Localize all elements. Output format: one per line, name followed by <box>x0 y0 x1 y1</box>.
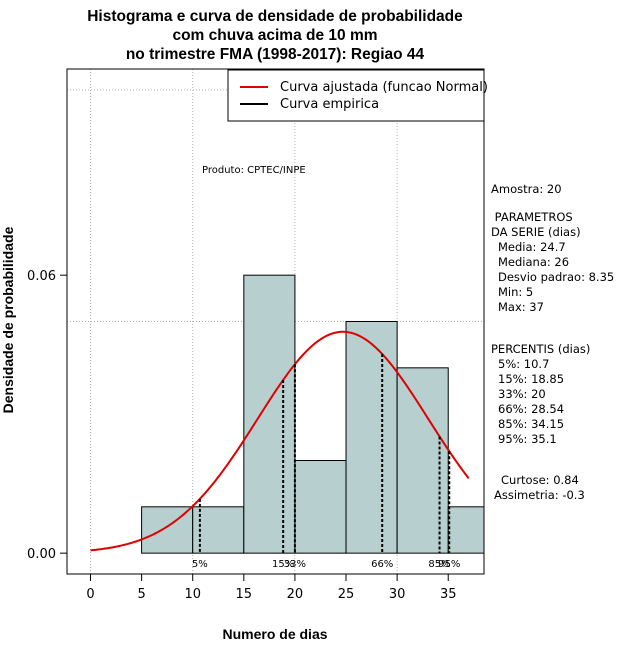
percentil-33: 33%: 20 <box>498 387 546 401</box>
percentil-85: 85%: 34.15 <box>498 417 564 431</box>
product-annotation: Produto: CPTEC/INPE <box>202 165 306 176</box>
histogram-bar <box>294 459 347 554</box>
legend-box <box>227 69 485 122</box>
x-tick-label: 30 <box>389 587 406 602</box>
percentil-95: 95%: 35.1 <box>498 432 557 446</box>
stats-panel: Amostra: 20 PARAMETROS DA SERIE (dias) M… <box>491 182 614 502</box>
chart-title-line-2: com chuva acima de 10 mm <box>172 27 377 44</box>
histogram-bar <box>396 367 449 554</box>
stat-mediana: Mediana: 26 <box>498 255 569 269</box>
histogram-bar <box>447 506 485 554</box>
histogram-bar <box>345 321 398 554</box>
percentile-label: 15% <box>272 559 294 570</box>
legend: Curva ajustada (funcao Normal) Curva emp… <box>227 69 488 122</box>
percentile-label: 95% <box>438 559 460 570</box>
percentile-label: 66% <box>371 559 393 570</box>
sample-size: Amostra: 20 <box>491 182 562 196</box>
legend-label-normal: Curva ajustada (funcao Normal) <box>280 80 488 95</box>
y-tick-label: 0.00 <box>27 547 56 562</box>
y-axis: 0.00 0.06 <box>27 269 68 562</box>
x-tick-label: 0 <box>86 587 94 602</box>
stat-desvio: Desvio padrao: 8.35 <box>498 270 614 284</box>
stat-assimetria: Assimetria: -0.3 <box>494 488 585 502</box>
x-tick-label: 20 <box>287 587 304 602</box>
percentil-66: 66%: 28.54 <box>498 402 564 416</box>
y-axis-label: Densidade de probabilidade <box>0 226 16 413</box>
percentile-label: 85% <box>428 559 450 570</box>
percentile-markers: 5% 15%33% 66% 85%95% <box>192 354 460 570</box>
stat-max: Max: 37 <box>498 300 544 314</box>
stat-curtose: Curtose: 0.84 <box>501 473 579 487</box>
x-axis-label: Numero de dias <box>222 626 327 642</box>
x-tick-label: 35 <box>440 587 457 602</box>
histogram-bars <box>141 274 485 554</box>
percentil-15: 15%: 18.85 <box>498 372 564 386</box>
y-tick-label: 0.06 <box>27 269 56 284</box>
percentis-title: PERCENTIS (dias) <box>491 342 590 356</box>
percentil-5: 5%: 10.7 <box>498 357 549 371</box>
params-title-line-2: DA SERIE (dias) <box>491 225 581 239</box>
x-axis: 0 5 10 15 20 25 30 35 <box>86 573 457 602</box>
chart-title-line-1: Histograma e curva de densidade de proba… <box>87 8 463 25</box>
chart-title-line-3: no trimestre FMA (1998-2017): Regiao 44 <box>126 46 425 63</box>
percentile-label: 33% <box>284 559 306 570</box>
x-tick-label: 25 <box>338 587 355 602</box>
stat-min: Min: 5 <box>498 285 533 299</box>
normal-fit-curve <box>90 330 470 552</box>
histogram-bar <box>243 274 296 554</box>
curves <box>90 330 470 552</box>
stat-media: Media: 24.7 <box>498 240 566 254</box>
x-tick-label: 15 <box>236 587 253 602</box>
x-tick-label: 5 <box>137 587 145 602</box>
percentile-label: 5% <box>192 559 208 570</box>
legend-label-empirical: Curva empirica <box>280 97 379 112</box>
params-title-line-1: PARAMETROS <box>491 210 573 224</box>
x-tick-label: 10 <box>184 587 201 602</box>
